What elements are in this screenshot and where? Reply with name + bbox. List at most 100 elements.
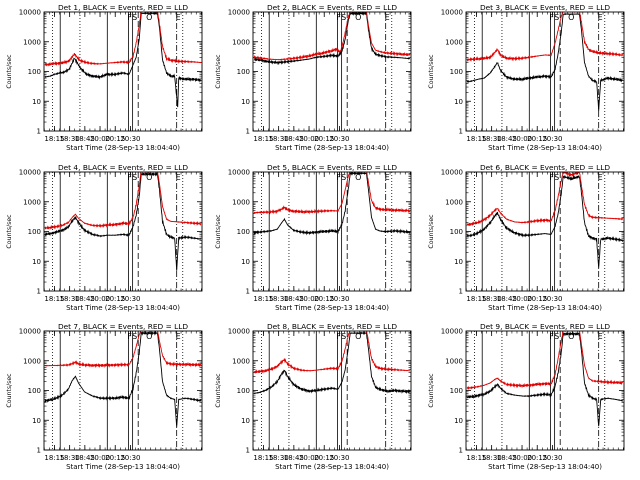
x-tick-label: 18:30 [60,295,80,303]
y-tick-label: 10000 [228,9,250,17]
x-tick-label: 18:30 [482,295,502,303]
y-tick-label: 10 [32,98,41,106]
plot-frame [252,330,412,451]
series-line-events [466,174,624,269]
y-axis-label: Counts/sec [428,214,435,249]
x-tick-label: 20:30 [329,454,349,462]
series-line-events [44,172,202,271]
event-marker-label: S [554,173,559,182]
y-tick-label: 1 [37,288,41,296]
chart-panel: Det 2, BLACK = Events, RED = LLD Counts/s… [215,3,412,152]
plot-frame [43,330,203,451]
y-axis-label: Counts/sec [428,373,435,408]
y-tick-label: 1 [37,128,41,136]
y-axis-label: Counts/sec [6,214,13,249]
plot-frame [252,171,412,292]
series-line-events [44,12,202,108]
y-tick-label: 10 [32,417,41,425]
y-tick-label: 10000 [228,169,250,177]
y-tick-label: 100 [28,387,41,395]
y-tick-label: 1 [37,447,41,455]
x-tick-label: 18:15 [466,135,486,143]
event-marker-label: E [598,332,603,341]
event-marker-label: E [385,13,390,22]
chart-title: Det 3, BLACK = Events, RED = LLD [480,3,610,12]
y-tick-label: 10000 [19,9,41,17]
y-tick-label: 1 [246,128,250,136]
y-tick-label: 10000 [19,328,41,336]
y-tick-label: 10 [32,258,41,266]
event-marker-label: F [549,173,554,182]
x-axis-label: Start Time (28-Sep-13 18:04:40) [275,304,389,312]
x-tick-label: 18:30 [269,454,289,462]
y-tick-label: 1000 [445,357,463,365]
y-tick-label: 10 [241,98,250,106]
x-axis-label: Start Time (28-Sep-13 18:04:40) [66,304,180,312]
chart-panel: Det 3, BLACK = Events, RED = LLD Counts/s… [428,3,625,152]
x-tick-label: 18:15 [44,135,64,143]
event-marker-label: E [598,173,603,182]
event-marker-label: S [554,332,559,341]
series-line-lld [44,12,202,67]
event-marker-label: O [568,332,574,341]
x-tick-label: 20:15 [314,135,334,143]
chart-title: Det 7, BLACK = Events, RED = LLD [58,322,188,331]
event-marker-label: S [132,13,137,22]
x-tick-label: 20:00 [512,454,532,462]
y-tick-label: 100 [450,68,463,76]
event-marker-label: F [336,13,341,22]
y-axis-label: Counts/sec [6,54,13,89]
y-axis-label: Counts/sec [215,373,222,408]
chart-title: Det 2, BLACK = Events, RED = LLD [267,3,397,12]
event-marker-label: S [554,13,559,22]
x-tick-label: 18:15 [44,295,64,303]
x-tick-label: 20:00 [299,454,319,462]
event-marker-label: E [385,332,390,341]
y-tick-label: 1000 [445,38,463,46]
series-line-events [466,331,624,427]
plot-frame [43,11,203,132]
x-tick-label: 18:45 [75,135,95,143]
event-marker-label: E [176,173,181,182]
y-tick-label: 1 [459,288,463,296]
chart-panel: Det 7, BLACK = Events, RED = LLD Counts/s… [6,322,203,471]
chart-title: Det 5, BLACK = Events, RED = LLD [267,163,397,172]
series-line-lld [44,172,202,230]
y-tick-label: 10000 [441,9,463,17]
event-marker-label: O [355,173,361,182]
x-axis-label: Start Time (28-Sep-13 18:04:40) [66,463,180,471]
event-marker-label: S [132,173,137,182]
x-tick-label: 20:15 [105,295,125,303]
series-line-events [466,12,624,112]
event-marker-label: E [176,332,181,341]
chart-panel: Det 4, BLACK = Events, RED = LLD Counts/s… [6,163,203,312]
y-axis-label: Counts/sec [215,214,222,249]
x-tick-label: 20:15 [314,295,334,303]
y-tick-label: 10000 [228,328,250,336]
series-line-lld [253,331,411,374]
y-tick-label: 1000 [23,198,41,206]
x-tick-label: 20:00 [299,135,319,143]
x-tick-label: 20:15 [105,135,125,143]
y-tick-label: 1 [246,288,250,296]
plot-frame [252,11,412,132]
x-tick-label: 18:45 [497,135,517,143]
x-tick-label: 18:45 [75,454,95,462]
chart-title: Det 6, BLACK = Events, RED = LLD [480,163,610,172]
y-tick-label: 10 [241,258,250,266]
event-marker-label: F [127,173,132,182]
x-tick-label: 20:15 [105,454,125,462]
x-tick-label: 20:30 [542,135,562,143]
x-tick-label: 18:45 [284,135,304,143]
y-tick-label: 10000 [441,169,463,177]
plot-frame [465,11,625,132]
event-marker-label: O [146,173,152,182]
chart-panel: Det 1, BLACK = Events, RED = LLD Counts/s… [6,3,203,152]
series-line-lld [44,331,202,369]
x-tick-label: 18:15 [253,135,273,143]
event-marker-label: E [176,13,181,22]
y-tick-label: 1000 [445,198,463,206]
x-tick-label: 20:00 [512,295,532,303]
y-axis-label: Counts/sec [215,54,222,89]
y-axis-label: Counts/sec [428,54,435,89]
